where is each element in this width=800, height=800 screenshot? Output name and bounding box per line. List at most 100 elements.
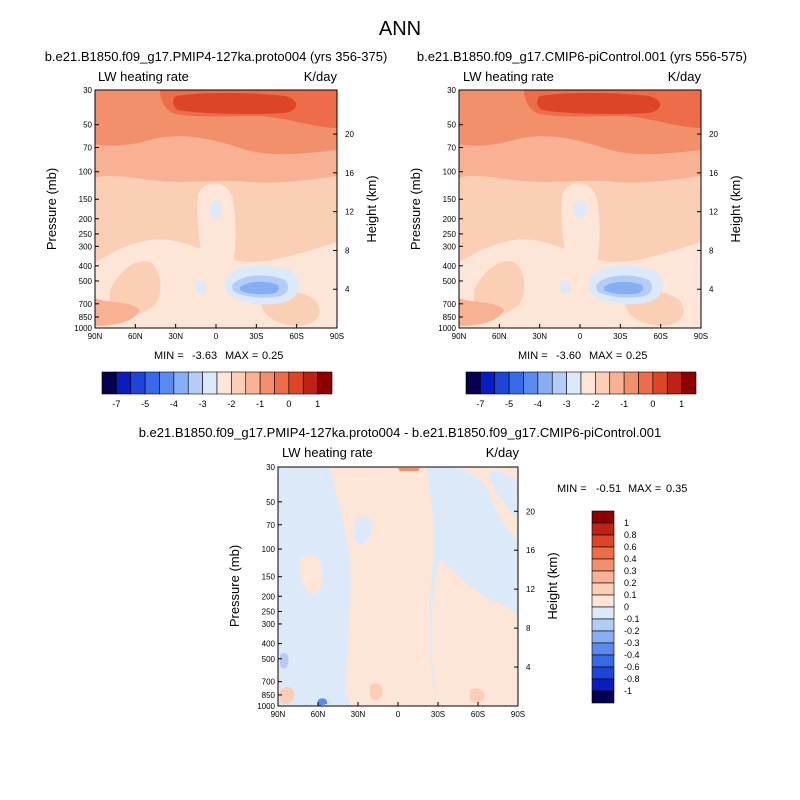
panel-3-colorbar-label: 0.4 bbox=[624, 554, 637, 564]
panel-3-colorbar-box bbox=[591, 678, 615, 692]
panel-2-colorbar-box bbox=[638, 371, 654, 395]
panel-2-height-tick-label: 8 bbox=[709, 246, 714, 255]
panel-1-lat-tick-label: 60N bbox=[128, 332, 143, 341]
panel-3-pressure-tick-label: 150 bbox=[262, 573, 276, 582]
panel-1-colorbar-label: -3 bbox=[199, 399, 207, 409]
panel-3-lat-tick-label: 30S bbox=[431, 710, 445, 719]
panel-1-pressure-tick-label: 100 bbox=[79, 168, 93, 177]
panel-1-colorbar-label: -5 bbox=[141, 399, 149, 409]
panel-2-colorbar-label: 0 bbox=[650, 399, 655, 409]
panel-1-colorbar-box bbox=[101, 371, 117, 395]
panel-2-colorbar-box bbox=[480, 371, 496, 395]
panel-1-pressure-tick-label: 50 bbox=[83, 121, 92, 130]
panel-2-colorbar-label: -2 bbox=[591, 399, 599, 409]
panel-3-right-label: K/day bbox=[486, 445, 520, 460]
panel-2-colorbar-box bbox=[537, 371, 553, 395]
panel-1-height-tick-label: 4 bbox=[345, 285, 350, 294]
panel-1-pressure-tick-label: 150 bbox=[79, 195, 93, 204]
panel-3-colorbar-box bbox=[591, 654, 615, 668]
panel-1-lat-tick-label: 30S bbox=[249, 332, 263, 341]
panel-3-colorbar-box bbox=[591, 606, 615, 620]
panel-2-pressure-tick-label: 150 bbox=[443, 195, 457, 204]
panel-1-ylabel-right: Height (km) bbox=[364, 175, 379, 242]
panel-2-left-label: LW heating rate bbox=[463, 69, 554, 84]
panel-3-max-label: MAX = bbox=[628, 483, 661, 495]
panel-3-min-label: MIN = bbox=[557, 483, 587, 495]
panel-1-max-label: MAX = bbox=[225, 350, 258, 362]
panel-3-colorbar-label: 0.3 bbox=[624, 566, 637, 576]
panel-1-lat-tick-label: 90N bbox=[88, 332, 103, 341]
panel-1-colorbar-box bbox=[144, 371, 160, 395]
panel-1-colorbar-box bbox=[116, 371, 132, 395]
panel-2-pressure-tick-label: 30 bbox=[447, 86, 456, 95]
panel-2-lat-tick-label: 90S bbox=[694, 332, 708, 341]
panel-3-pressure-tick-label: 200 bbox=[262, 592, 276, 601]
panel-2-colorbar-label: -4 bbox=[534, 399, 542, 409]
panel-3-lat-tick-label: 90N bbox=[271, 710, 286, 719]
panel-3-colorbar-box bbox=[591, 618, 615, 632]
panel-3-colorbar-box bbox=[591, 666, 615, 680]
panel-3: b.e21.B1850.f09_g17.PMIP4-127ka.proto004… bbox=[139, 425, 688, 719]
panel-2-colorbar-box bbox=[652, 371, 668, 395]
panel-3-max-value: 0.35 bbox=[666, 483, 687, 495]
panel-2-colorbar-box bbox=[566, 371, 582, 395]
panel-1-colorbar-label: -1 bbox=[256, 399, 264, 409]
panel-2-field bbox=[459, 90, 701, 328]
panel-3-pressure-tick-label: 50 bbox=[266, 498, 275, 507]
panel-3-left-label: LW heating rate bbox=[282, 445, 373, 460]
panel-1-height-tick-label: 20 bbox=[345, 130, 354, 139]
panel-2-pressure-tick-label: 1000 bbox=[438, 324, 456, 333]
panel-3-colorbar: 1 0.8 0.6 0.4 0.3 0.2 0.1 0 -0.1 -0.2 -0.3 -0.4 -0.6… bbox=[591, 510, 640, 704]
panel-2-pressure-tick-label: 50 bbox=[447, 121, 456, 130]
panel-1-pressure-tick-label: 70 bbox=[83, 144, 92, 153]
panel-2-colorbar-box bbox=[580, 371, 596, 395]
panel-2-colorbar: -7 -5 -4 -3 -2 -1 0 1 bbox=[465, 371, 697, 409]
panel-1-pressure-tick-label: 200 bbox=[79, 215, 93, 224]
panel-3-colorbar-label: -0.4 bbox=[624, 650, 640, 660]
panel-2-colorbar-box bbox=[523, 371, 539, 395]
panel-2-lat-tick-label: 90N bbox=[452, 332, 467, 341]
panel-3-ylabel: Pressure (mb) bbox=[227, 545, 242, 627]
panel-2-lat-tick-label: 60N bbox=[492, 332, 507, 341]
panel-2-colorbar-box bbox=[494, 371, 510, 395]
panel-3-pressure-tick-label: 400 bbox=[262, 640, 276, 649]
panel-1-pressure-tick-label: 300 bbox=[79, 242, 93, 251]
panel-3-colorbar-label: -0.2 bbox=[624, 626, 640, 636]
panel-2-colorbar-label: -1 bbox=[620, 399, 628, 409]
panel-1-height-tick-label: 8 bbox=[345, 246, 350, 255]
panel-3-colorbar-box bbox=[591, 558, 615, 572]
panel-3-pressure-tick-label: 700 bbox=[262, 678, 276, 687]
panel-2-height-tick-label: 4 bbox=[709, 285, 714, 294]
panel-2-lat-tick-label: 0 bbox=[578, 332, 583, 341]
panel-2-pressure-tick-label: 70 bbox=[447, 144, 456, 153]
panel-2-lat-tick-label: 60S bbox=[654, 332, 668, 341]
panel-3-pressure-tick-label: 850 bbox=[262, 691, 276, 700]
panel-1-colorbar-label: -7 bbox=[112, 399, 120, 409]
panel-1-pressure-tick-label: 1000 bbox=[74, 324, 92, 333]
panel-1-lat-tick-label: 60S bbox=[290, 332, 304, 341]
panel-3-height-tick-label: 4 bbox=[526, 663, 531, 672]
panel-1-pressure-tick-label: 30 bbox=[83, 86, 92, 95]
panel-3-pressure-tick-label: 300 bbox=[262, 620, 276, 629]
panel-2-colorbar-box bbox=[609, 371, 625, 395]
panel-3-lat-tick-label: 90S bbox=[511, 710, 525, 719]
panel-2-colorbar-label: 1 bbox=[679, 399, 684, 409]
panel-1-min-value: -3.63 bbox=[192, 350, 217, 362]
panel-2-lat-tick-label: 30N bbox=[532, 332, 547, 341]
panel-1-ylabel: Pressure (mb) bbox=[44, 168, 59, 250]
panel-2-pressure-tick-label: 500 bbox=[443, 277, 457, 286]
panel-3-colorbar-box bbox=[591, 690, 615, 704]
panel-2-colorbar-box bbox=[595, 371, 611, 395]
panel-3-colorbar-box bbox=[591, 510, 615, 524]
panel-1-pressure-tick-label: 250 bbox=[79, 230, 93, 239]
panel-1-colorbar-label: 0 bbox=[286, 399, 291, 409]
panel-1-colorbar-label: -2 bbox=[227, 399, 235, 409]
panel-1-lat-tick-label: 30N bbox=[168, 332, 183, 341]
panel-1: b.e21.B1850.f09_g17.PMIP4-127ka.proto004… bbox=[44, 49, 387, 409]
panel-2-max-label: MAX = bbox=[589, 350, 622, 362]
panel-3-pressure-tick-label: 70 bbox=[266, 521, 275, 530]
panel-1-lat-tick-label: 0 bbox=[214, 332, 219, 341]
panel-3-colorbar-label: 1 bbox=[624, 518, 629, 528]
panel-3-ylabel-right: Height (km) bbox=[545, 552, 560, 619]
panel-3-colorbar-box bbox=[591, 594, 615, 608]
